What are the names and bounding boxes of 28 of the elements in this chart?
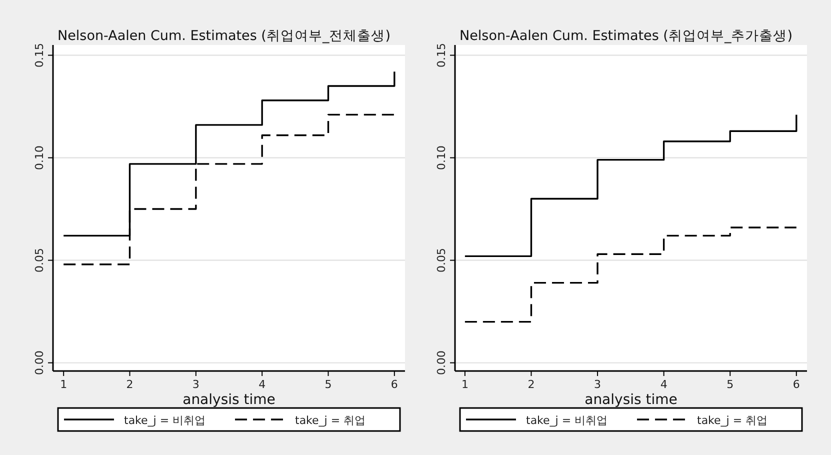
x-tick-label: 1 (60, 378, 68, 391)
x-tick-label: 2 (528, 378, 535, 391)
chart-title: Nelson-Aalen Cum. Estimates (취업여부_전체출생) (58, 28, 390, 44)
y-tick-label: 0.10 (435, 146, 448, 170)
chart-title: Nelson-Aalen Cum. Estimates (취업여부_추가출생) (460, 28, 792, 44)
y-tick-label: 0.05 (33, 248, 46, 273)
x-tick-label: 6 (792, 378, 800, 391)
x-tick-label: 4 (660, 378, 668, 391)
x-tick-label: 2 (126, 378, 134, 391)
legend-label: take_j = 비취업 (526, 414, 608, 427)
x-axis-title: analysis time (584, 392, 678, 408)
y-tick-label: 0.15 (33, 43, 46, 68)
y-tick-label: 0.00 (435, 350, 448, 376)
y-tick-label: 0.10 (33, 146, 46, 170)
legend-label: take_j = 취업 (295, 414, 366, 427)
y-tick-label: 0.00 (33, 350, 46, 376)
legend-label: take_j = 취업 (697, 414, 768, 427)
x-tick-label: 6 (390, 378, 398, 391)
y-tick-label: 0.15 (435, 43, 448, 68)
x-tick-label: 3 (594, 378, 602, 391)
x-tick-label: 5 (726, 378, 734, 391)
x-tick-label: 4 (258, 378, 266, 391)
x-tick-label: 1 (461, 378, 468, 391)
x-axis-title: analysis time (182, 392, 276, 408)
x-tick-label: 5 (324, 378, 332, 391)
y-tick-label: 0.05 (435, 248, 448, 273)
legend-label: take_j = 비취업 (124, 414, 206, 427)
x-tick-label: 3 (192, 378, 200, 391)
